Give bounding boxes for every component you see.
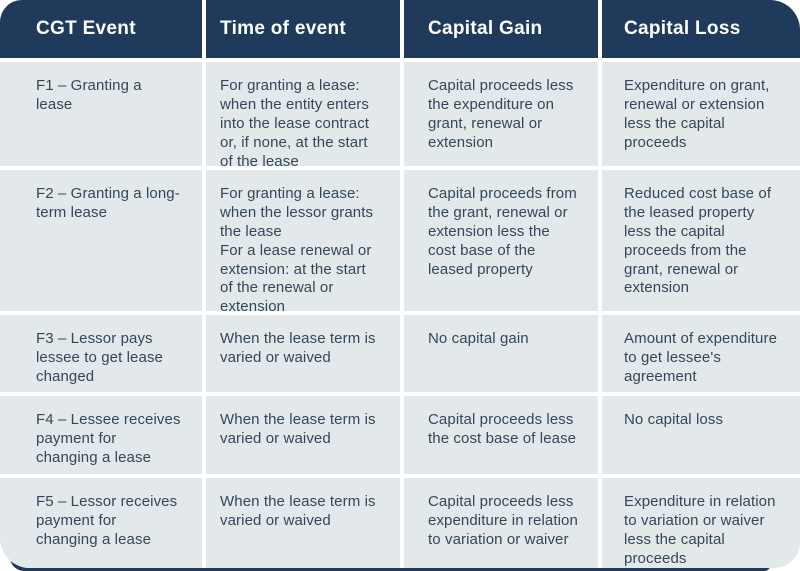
header-label: Capital Loss — [624, 18, 741, 39]
header-cell-capital-gain: Capital Gain — [404, 0, 598, 58]
cell-f3-time: When the lease term is varied or waived — [206, 315, 400, 392]
cell-f5-loss: Expenditure in relation to variation or … — [602, 478, 800, 568]
cell-f1-gain: Capital proceeds less the expenditure on… — [404, 62, 598, 166]
cell-f1-event: F1 – Granting a lease — [0, 62, 202, 166]
cell-f5-time: When the lease term is varied or waived — [206, 478, 400, 568]
header-cell-cgt-event: CGT Event — [0, 0, 202, 58]
header-cell-time-of-event: Time of event — [206, 0, 400, 58]
cell-f4-time: When the lease term is varied or waived — [206, 396, 400, 474]
cell-f1-time: For granting a lease: when the entity en… — [206, 62, 400, 170]
cell-f4-event: F4 – Lessee receives payment for changin… — [0, 396, 202, 474]
cell-f4-gain: Capital proceeds less the cost base of l… — [404, 396, 598, 474]
cell-f5-gain: Capital proceeds less expenditure in rel… — [404, 478, 598, 568]
cell-f3-event: F3 – Lessor pays lessee to get lease cha… — [0, 315, 202, 392]
cell-f2-time: For granting a lease: when the lessor gr… — [206, 170, 400, 315]
cell-f5-event: F5 – Lessor receives payment for changin… — [0, 478, 202, 568]
header-label: Capital Gain — [428, 18, 543, 39]
cell-f3-loss: Amount of expenditure to get lessee's ag… — [602, 315, 800, 392]
cell-f2-event: F2 – Granting a long-term lease — [0, 170, 202, 311]
cell-f2-loss: Reduced cost base of the leased property… — [602, 170, 800, 311]
header-label: Time of event — [220, 18, 347, 39]
cell-f3-gain: No capital gain — [404, 315, 598, 392]
cell-f1-loss: Expenditure on grant, renewal or extensi… — [602, 62, 800, 166]
header-label: CGT Event — [36, 18, 136, 39]
cell-f4-loss: No capital loss — [602, 396, 800, 474]
cell-f2-gain: Capital proceeds from the grant, renewal… — [404, 170, 598, 311]
header-cell-capital-loss: Capital Loss — [602, 0, 800, 58]
